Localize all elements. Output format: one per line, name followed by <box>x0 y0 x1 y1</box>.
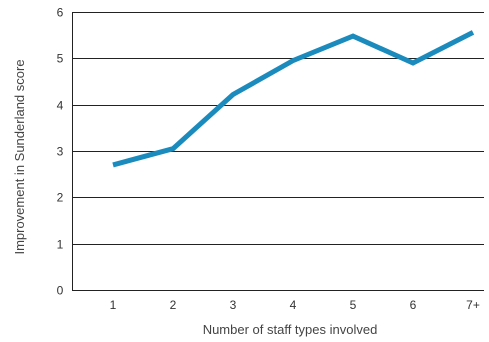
gridlines <box>72 12 484 291</box>
series-line <box>112 30 475 168</box>
y-tick-label: 0 <box>57 284 64 298</box>
x-tick-label: 3 <box>230 298 237 312</box>
y-tick-label: 5 <box>57 52 64 66</box>
y-tick-labels: 0 1 2 3 4 5 6 <box>57 6 64 298</box>
y-tick-label: 2 <box>57 191 64 205</box>
x-tick-labels: 1 2 3 4 5 6 7+ <box>110 298 480 312</box>
y-tick-label: 3 <box>57 145 64 159</box>
y-tick-label: 1 <box>57 238 64 252</box>
x-axis-title: Number of staff types involved <box>203 322 378 337</box>
y-tick-label: 4 <box>57 99 64 113</box>
y-axis-title: Improvement in Sunderland score <box>12 59 27 254</box>
x-tick-label: 5 <box>350 298 357 312</box>
x-tick-label: 4 <box>290 298 297 312</box>
x-tick-label: 7+ <box>466 298 480 312</box>
x-tick-label: 1 <box>110 298 117 312</box>
x-tick-label: 6 <box>410 298 417 312</box>
series-layer <box>112 30 475 168</box>
x-tick-label: 2 <box>170 298 177 312</box>
y-tick-label: 6 <box>57 6 64 20</box>
